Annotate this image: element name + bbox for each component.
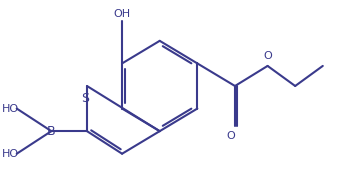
Text: HO: HO — [2, 104, 19, 114]
Text: O: O — [227, 131, 236, 141]
Text: O: O — [263, 51, 272, 61]
Text: B: B — [47, 125, 56, 138]
Text: HO: HO — [2, 149, 19, 159]
Text: S: S — [81, 92, 89, 105]
Text: OH: OH — [113, 9, 131, 19]
